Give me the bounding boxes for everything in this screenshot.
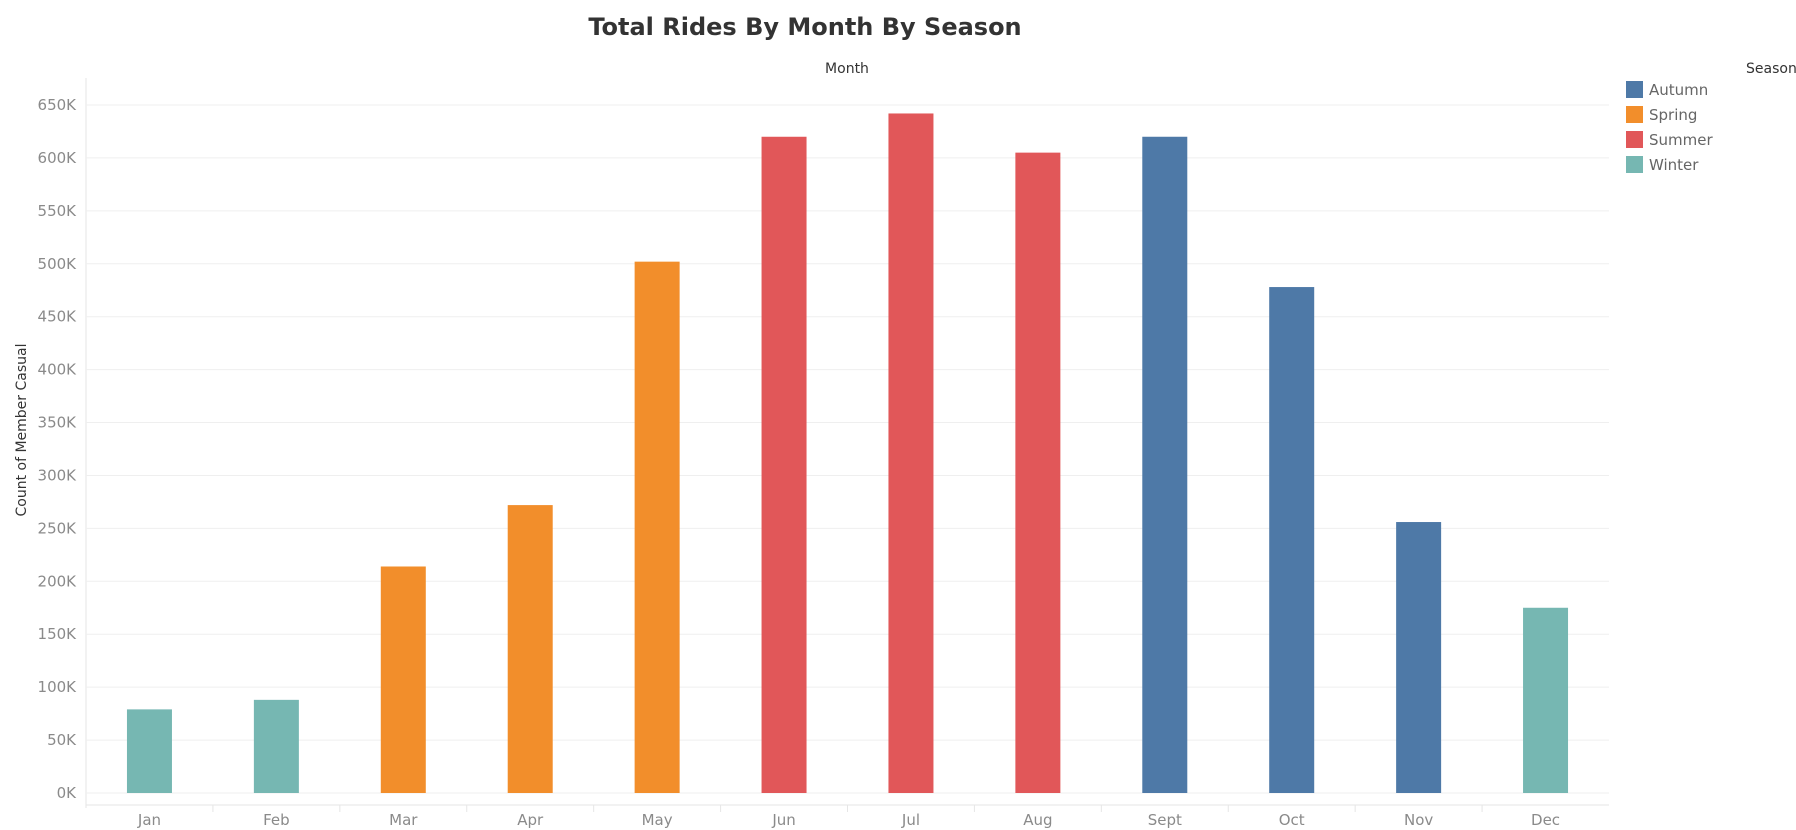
x-tick-label: Jan bbox=[137, 811, 161, 829]
x-tick-label: Aug bbox=[1023, 811, 1052, 829]
y-tick-label: 350K bbox=[38, 414, 78, 432]
y-tick-label: 500K bbox=[38, 255, 78, 273]
y-tick-label: 250K bbox=[38, 519, 78, 537]
x-tick-label: Apr bbox=[517, 811, 544, 829]
x-tick-label: Nov bbox=[1404, 811, 1433, 829]
legend-swatch-summer bbox=[1626, 131, 1643, 148]
bar-sept bbox=[1142, 136, 1188, 793]
x-tick-label: May bbox=[642, 811, 673, 829]
chart-title: Total Rides By Month By Season bbox=[588, 13, 1021, 41]
y-tick-label: 200K bbox=[38, 572, 78, 590]
legend-label: Spring bbox=[1649, 106, 1697, 124]
legend-label: Winter bbox=[1649, 156, 1699, 174]
bar-nov bbox=[1396, 522, 1442, 793]
bar-jan bbox=[126, 709, 172, 793]
bar-may bbox=[634, 261, 680, 793]
y-tick-label: 650K bbox=[38, 96, 78, 114]
legend-label: Autumn bbox=[1649, 81, 1708, 99]
column-header: Month bbox=[825, 61, 869, 77]
bar-oct bbox=[1269, 287, 1315, 793]
x-tick-label: Sept bbox=[1148, 811, 1182, 829]
y-tick-label: 600K bbox=[38, 149, 78, 167]
x-tick-label: Dec bbox=[1531, 811, 1560, 829]
legend-swatch-autumn bbox=[1626, 81, 1643, 98]
bar-mar bbox=[380, 566, 426, 793]
y-tick-label: 150K bbox=[38, 625, 78, 643]
y-tick-label: 450K bbox=[38, 308, 78, 326]
x-tick-label: Feb bbox=[263, 811, 290, 829]
y-axis-label: Count of Member Casual bbox=[14, 344, 30, 517]
legend-swatch-winter bbox=[1626, 156, 1643, 173]
y-tick-label: 50K bbox=[47, 731, 77, 749]
y-tick-label: 550K bbox=[38, 202, 78, 220]
bar-aug bbox=[1015, 152, 1061, 794]
y-tick-label: 400K bbox=[38, 361, 78, 379]
x-tick-label: Mar bbox=[389, 811, 418, 829]
bar-jun bbox=[761, 136, 807, 793]
x-tick-label: Jun bbox=[771, 811, 795, 829]
bar-jul bbox=[888, 113, 934, 793]
y-tick-label: 300K bbox=[38, 466, 78, 484]
bar-dec bbox=[1523, 607, 1569, 793]
y-tick-label: 100K bbox=[38, 678, 78, 696]
legend-label: Summer bbox=[1649, 131, 1713, 149]
bar-feb bbox=[253, 699, 299, 793]
legend-title: Season bbox=[1746, 61, 1796, 77]
x-tick-label: Jul bbox=[901, 811, 920, 829]
x-tick-label: Oct bbox=[1279, 811, 1305, 829]
y-tick-label: 0K bbox=[57, 784, 78, 802]
bar-apr bbox=[507, 505, 553, 793]
legend-swatch-spring bbox=[1626, 106, 1643, 123]
